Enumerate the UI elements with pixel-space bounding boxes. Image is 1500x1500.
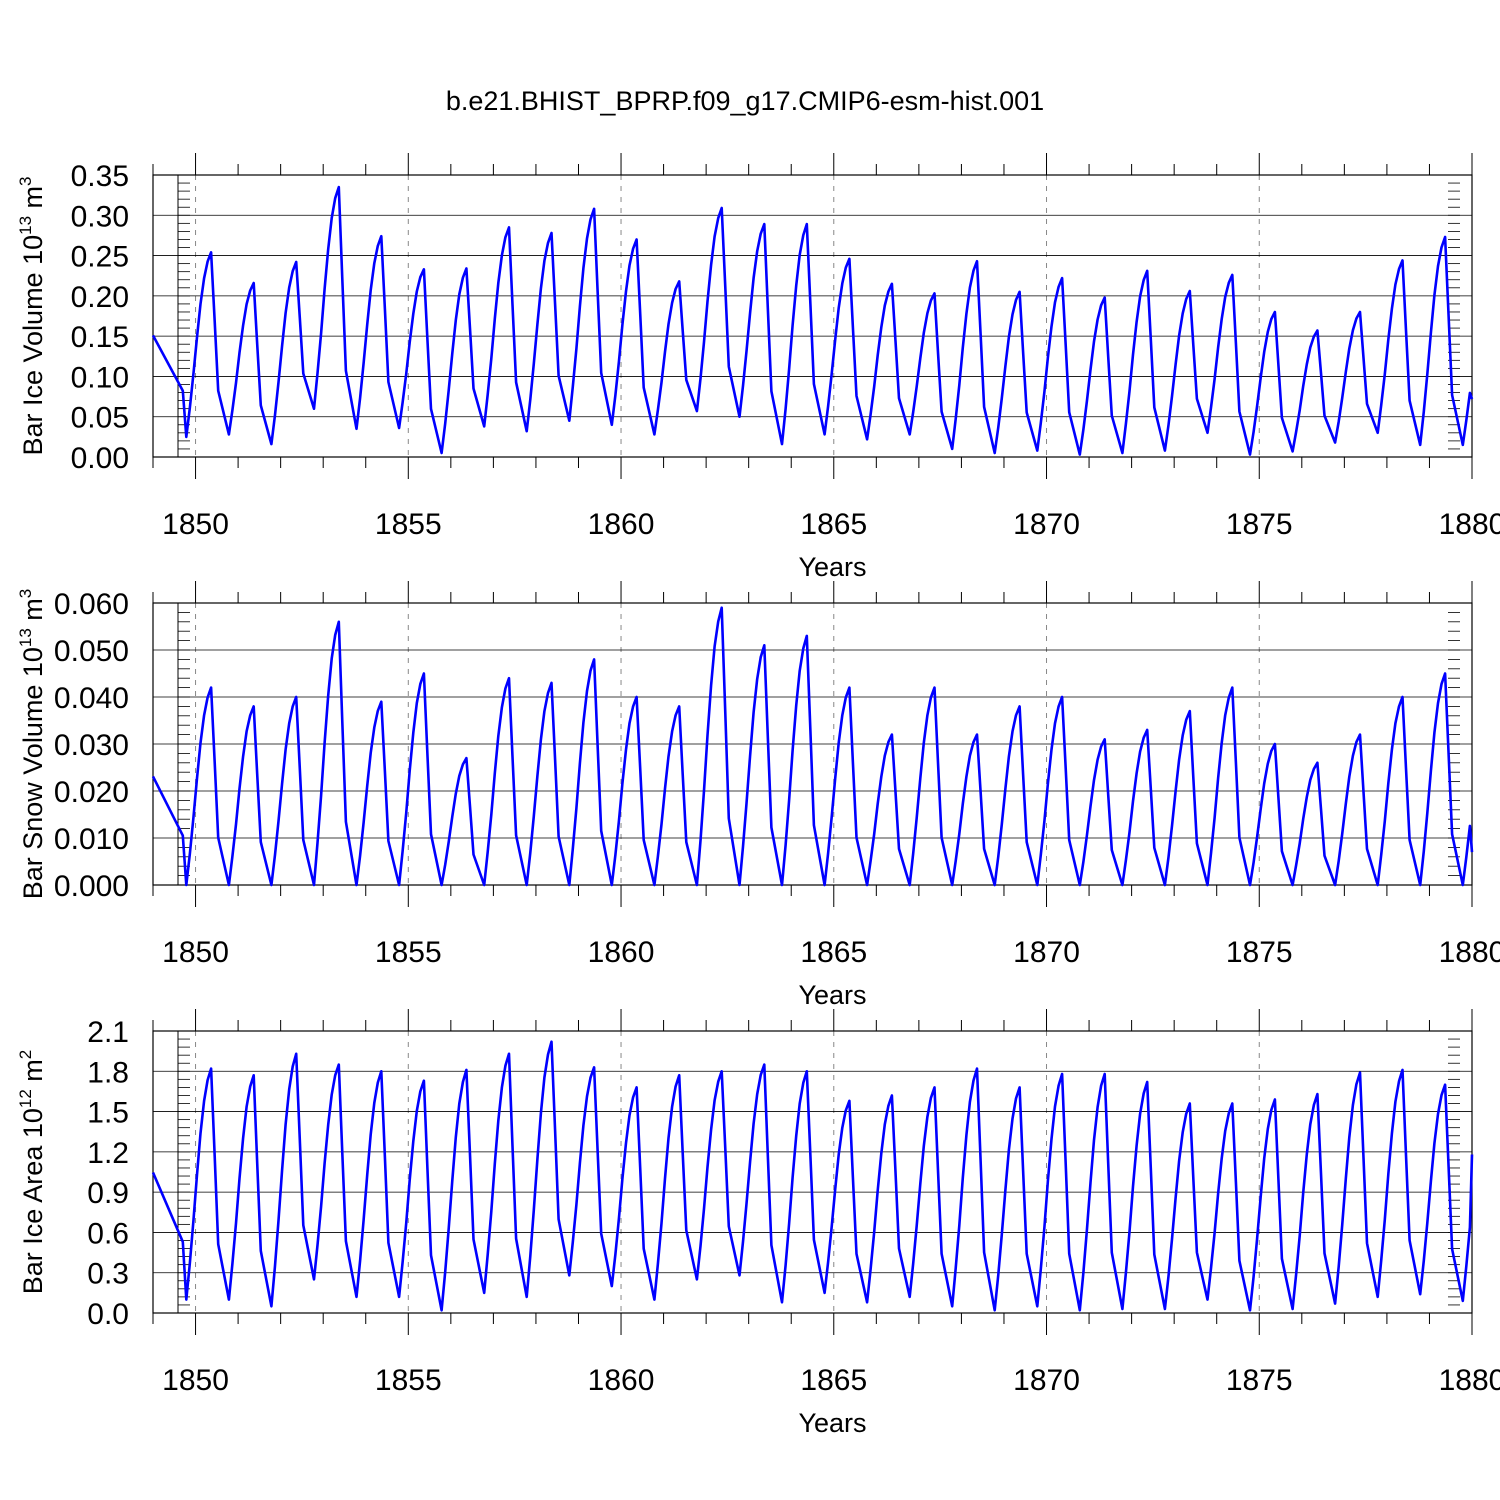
figure-title: b.e21.BHIST_BPRP.f09_g17.CMIP6-esm-hist.… <box>446 86 1044 116</box>
chart-panel-1: 0.00 0.05 0.10 0.15 0.20 0.25 0.30 0.35 1850 1855… <box>16 153 1500 582</box>
y-tick-label: 0.00 <box>71 442 129 475</box>
x-tick-label: 1870 <box>1013 1364 1080 1397</box>
x-tick-label: 1860 <box>588 508 655 541</box>
y-tick-label: 1.2 <box>87 1137 129 1170</box>
y-tick-label: 0.000 <box>54 870 129 903</box>
y-tick-label: 0.3 <box>87 1258 129 1291</box>
x-tick-label: 1880 <box>1439 936 1500 969</box>
x-tick-label: 1850 <box>162 1364 229 1397</box>
x-tick-label: 1875 <box>1226 508 1293 541</box>
y-axis-label: Bar Snow Volume 1013 m3 <box>16 589 48 900</box>
x-tick-label: 1850 <box>162 936 229 969</box>
y-axis-label: Bar Ice Volume 1013 m3 <box>16 176 48 455</box>
y-tick-label: 0.010 <box>54 823 129 856</box>
x-tick-label: 1855 <box>375 508 442 541</box>
x-tick-label: 1880 <box>1439 1364 1500 1397</box>
series-line <box>151 185 1474 456</box>
x-axis-label: Years <box>798 1408 866 1438</box>
y-tick-label: 1.8 <box>87 1056 129 1089</box>
y-tick-label: 0.15 <box>71 321 129 354</box>
x-tick-label: 1860 <box>588 936 655 969</box>
x-tick-label: 1880 <box>1439 508 1500 541</box>
x-tick-label: 1850 <box>162 508 229 541</box>
y-tick-label: 0.9 <box>87 1177 129 1210</box>
x-tick-label: 1865 <box>800 508 867 541</box>
x-tick-label: 1855 <box>375 1364 442 1397</box>
y-tick-label: 0.050 <box>54 635 129 668</box>
y-tick-label: 0.05 <box>71 402 129 435</box>
x-tick-label: 1865 <box>800 936 867 969</box>
x-tick-label: 1855 <box>375 936 442 969</box>
y-tick-label: 0.20 <box>71 281 129 314</box>
x-axis-label: Years <box>798 552 866 582</box>
series-line <box>151 1040 1474 1312</box>
y-tick-label: 1.5 <box>87 1097 129 1130</box>
series-line <box>151 606 1474 887</box>
y-tick-label: 0.30 <box>71 200 129 233</box>
x-tick-label: 1865 <box>800 1364 867 1397</box>
y-tick-label: 2.1 <box>87 1016 129 1049</box>
y-tick-label: 0.35 <box>71 160 129 193</box>
y-tick-label: 0.10 <box>71 361 129 394</box>
y-tick-label: 0.020 <box>54 776 129 809</box>
x-tick-label: 1875 <box>1226 1364 1293 1397</box>
x-tick-label: 1870 <box>1013 508 1080 541</box>
y-tick-label: 0.060 <box>54 588 129 621</box>
x-tick-label: 1875 <box>1226 936 1293 969</box>
y-axis-label: Bar Ice Area 1012 m2 <box>16 1050 48 1295</box>
y-tick-label: 0.0 <box>87 1298 129 1331</box>
x-tick-label: 1860 <box>588 1364 655 1397</box>
x-tick-label: 1870 <box>1013 936 1080 969</box>
y-tick-label: 0.030 <box>54 729 129 762</box>
y-tick-label: 0.040 <box>54 682 129 715</box>
chart-panel-2: 0.000 0.010 0.020 0.030 0.040 0.050 0.060 1850 1… <box>16 581 1500 1010</box>
y-tick-label: 0.6 <box>87 1217 129 1250</box>
chart-panel-3: 0.0 0.3 0.6 0.9 1.2 1.5 1.8 2.1 1850 1855 1860 1865… <box>16 1009 1500 1438</box>
y-tick-label: 0.25 <box>71 241 129 274</box>
x-axis-label: Years <box>798 980 866 1010</box>
